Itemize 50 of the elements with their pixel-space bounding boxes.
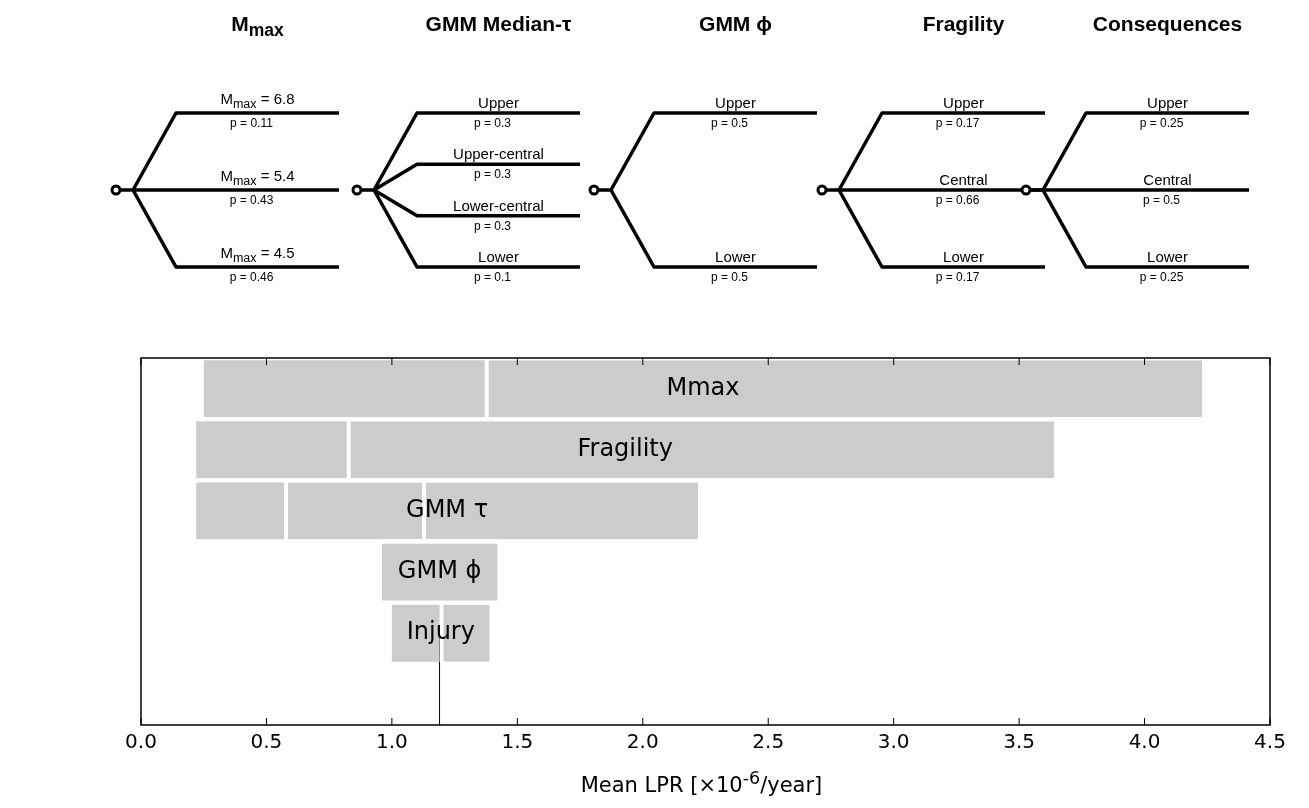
x-tick-label: 1.5	[501, 729, 534, 754]
text: p = 0.25	[1139, 270, 1184, 284]
text: Lower	[943, 248, 984, 265]
x-tick-label: 4.0	[1128, 729, 1161, 754]
x-tick-label: 2.5	[752, 729, 785, 754]
text: p = 0.17	[935, 116, 980, 130]
text: p = 0.5	[710, 270, 749, 284]
text: p = 0.25	[1139, 116, 1184, 130]
text: Lower	[715, 248, 756, 265]
y-tick-label: GMM ϕ	[397, 556, 482, 585]
text: Fragility	[922, 12, 1005, 36]
text: p = 0.3	[473, 167, 512, 182]
text: p = 0.17	[935, 270, 980, 284]
text: Upper	[1147, 94, 1188, 111]
text: Lower-central	[453, 196, 544, 214]
text: GMM ϕ	[699, 12, 772, 36]
text: M$_{max}$ = 5.4	[220, 167, 295, 188]
text: Lower	[478, 248, 519, 265]
text: p = 0.5	[1142, 193, 1181, 207]
text: p = 0.11	[230, 116, 273, 130]
text: p = 0.46	[229, 270, 274, 284]
text: p = 0.5	[710, 116, 749, 130]
text: Upper	[943, 94, 984, 111]
text: Central	[939, 171, 988, 188]
text: GMM Median-τ	[425, 12, 572, 36]
text: p = 0.66	[935, 193, 980, 207]
text: Upper-central	[453, 145, 544, 163]
x-tick-label: 4.5	[1254, 729, 1286, 754]
text: Lower	[1147, 248, 1188, 265]
text: Central	[1143, 171, 1192, 188]
y-tick-label: Mmax	[666, 372, 740, 401]
text: Upper	[478, 94, 519, 111]
text: M$_{max}$ = 6.8	[220, 90, 295, 111]
text: p = 0.43	[229, 193, 274, 207]
x-tick-label: 3.0	[877, 729, 910, 754]
x-tick-label: 3.5	[1003, 729, 1036, 754]
y-tick-label: GMM τ	[406, 495, 489, 524]
x-tick-label: 2.0	[626, 729, 659, 754]
text: Consequences	[1092, 12, 1243, 36]
x-tick-label: 0.5	[250, 729, 283, 754]
text: M$_{max}$	[231, 12, 284, 42]
x-axis-title: Mean LPR [×10$^{-6}$/year]	[580, 768, 823, 797]
text: p = 0.3	[473, 116, 512, 130]
y-tick-label: Injury	[406, 617, 475, 646]
text: Upper	[715, 94, 756, 111]
text: p = 0.1	[473, 270, 512, 284]
x-tick-label: 0.0	[125, 729, 157, 754]
text: M$_{max}$ = 4.5	[220, 244, 295, 265]
text: p = 0.3	[473, 218, 512, 233]
x-tick-label: 1.0	[375, 729, 408, 754]
